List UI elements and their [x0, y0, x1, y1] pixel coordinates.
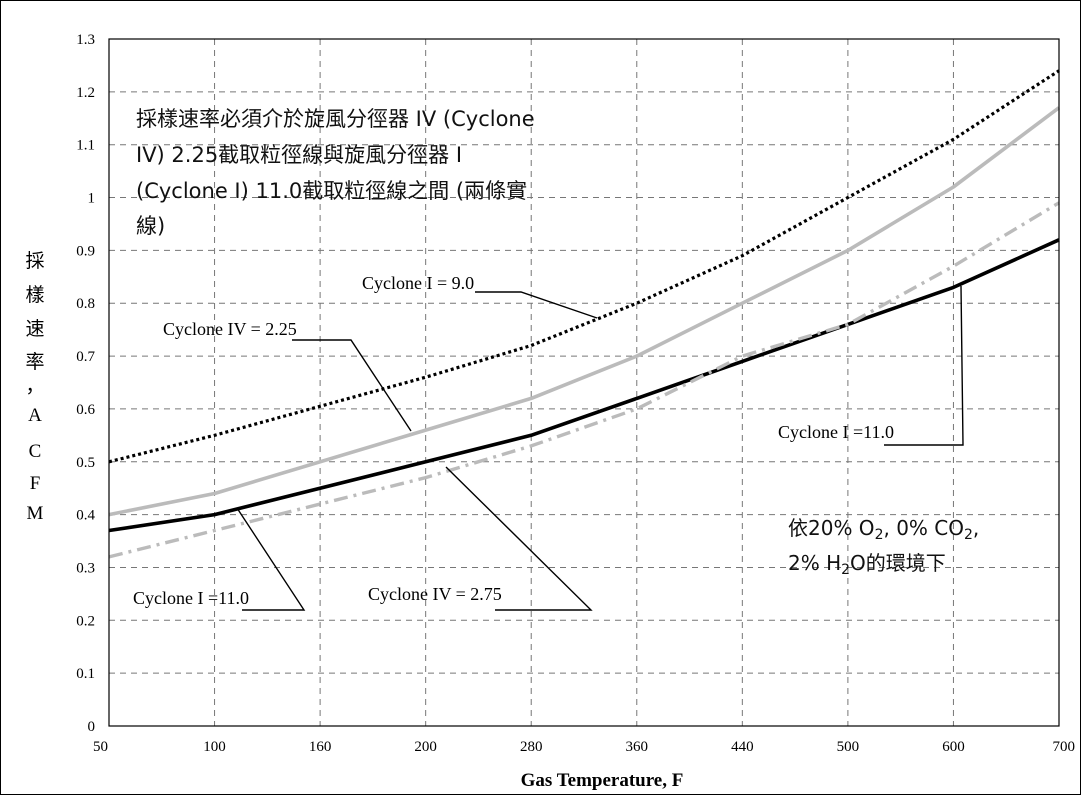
annotation-label-cyclone-i-11-left: Cyclone I =11.0 — [133, 588, 249, 608]
annotation-cyclone-i-11-right: Cyclone I =11.0 — [778, 285, 964, 446]
y-axis-label-char: A — [28, 405, 42, 426]
y-axis-label-char: ， — [25, 375, 44, 397]
leader-line-cyclone-iv-225 — [292, 339, 412, 432]
x-tick-label: 500 — [837, 739, 860, 755]
y-tick-label: 0.4 — [76, 508, 95, 524]
leader-line-cyclone-i-11-left — [236, 507, 306, 611]
series-line-2 — [108, 106, 1061, 517]
note-top-line-1: 採樣速率必須介於旋風分徑器 IV (Cyclone — [136, 107, 535, 131]
annotation-label-cyclone-i-11-right: Cyclone I =11.0 — [778, 422, 894, 442]
x-tick-label: 360 — [626, 739, 649, 755]
note-bottom: 依20% O2, 0% CO2, 2% H2O的環境下 — [788, 516, 979, 578]
leader-line-cyclone-i-11-right — [884, 285, 964, 446]
y-tick-label: 0.5 — [76, 455, 95, 471]
series-layer — [108, 69, 1061, 559]
note-top-line-2: IV) 2.25截取粒徑線與旋風分徑器 I — [136, 143, 462, 167]
note-bottom-line-2: 2% H2O的環境下 — [788, 551, 946, 578]
y-axis-label-char: M — [27, 503, 44, 524]
annotation-label-cyclone-i-9: Cyclone I = 9.0 — [362, 273, 474, 293]
y-axis-label-char: C — [29, 441, 42, 462]
y-tick-label: 0.6 — [76, 402, 95, 418]
leader-line-cyclone-iv-275 — [445, 466, 593, 611]
x-tick-label: 280 — [520, 739, 543, 755]
grid-layer — [109, 39, 1059, 726]
y-axis-label-char: F — [30, 473, 41, 494]
note-bottom-line-1-sub-2: 2 — [964, 527, 973, 543]
y-tick-label: 0.8 — [76, 296, 95, 312]
note-top-line-4: 線) — [136, 214, 165, 238]
note-top-line-3: (Cyclone I) 11.0截取粒徑線之間 (兩條實 — [136, 179, 527, 203]
x-tick-label: 700 — [1053, 739, 1076, 755]
leader-line-cyclone-i-9 — [475, 291, 598, 319]
y-axis-label-char: 速 — [25, 318, 44, 340]
note-bottom-line-1-part-c: , — [973, 516, 979, 540]
x-tick-label: 160 — [309, 739, 332, 755]
y-axis-label-char: 採 — [25, 250, 44, 272]
note-bottom-line-1-part-b: , 0% CO — [883, 516, 964, 540]
annotation-cyclone-iv-275: Cyclone IV = 2.75 — [368, 466, 593, 611]
y-tick-label: 0.1 — [76, 666, 95, 682]
y-tick-label: 0 — [88, 719, 96, 735]
y-tick-label: 1.1 — [76, 138, 95, 154]
note-bottom-line-2-part-b: O的環境下 — [850, 551, 946, 575]
x-tick-label: 50 — [93, 739, 108, 755]
y-tick-label: 0.2 — [76, 613, 95, 629]
series-line-4 — [108, 201, 1060, 559]
note-bottom-line-1-part-a: 依20% O — [788, 516, 875, 540]
annotation-cyclone-i-9: Cyclone I = 9.0 — [362, 273, 598, 319]
x-tick-label: 600 — [942, 739, 965, 755]
x-axis-label: Gas Temperature, F — [521, 770, 684, 791]
note-bottom-line-2-sub: 2 — [841, 562, 850, 578]
x-tick-labels: 50 100 160 200 280 360 440 500 600 700 — [93, 739, 1075, 755]
annotation-cyclone-i-11-left: Cyclone I =11.0 — [133, 507, 306, 611]
x-tick-label: 100 — [203, 739, 226, 755]
note-top: 採樣速率必須介於旋風分徑器 IV (Cyclone IV) 2.25截取粒徑線與… — [136, 107, 535, 238]
annotation-cyclone-iv-225: Cyclone IV = 2.25 — [163, 319, 412, 432]
y-axis-label-char: 率 — [25, 351, 44, 373]
y-axis-label-char: 樣 — [25, 284, 44, 306]
y-tick-label: 1.2 — [76, 85, 95, 101]
note-bottom-line-2-part-a: 2% H — [788, 551, 841, 575]
annotation-label-cyclone-iv-275: Cyclone IV = 2.75 — [368, 584, 502, 604]
y-tick-label: 0.3 — [76, 560, 95, 576]
series-line-3 — [108, 238, 1060, 533]
y-tick-label: 1.3 — [76, 32, 95, 48]
note-bottom-line-1: 依20% O2, 0% CO2, — [788, 516, 979, 543]
y-tick-label: 0.9 — [76, 243, 95, 259]
x-tick-label: 440 — [731, 739, 754, 755]
plot-area-border — [108, 38, 1060, 727]
y-tick-label: 1 — [88, 191, 96, 207]
series-line-1 — [108, 69, 1060, 464]
note-bottom-line-1-sub-1: 2 — [875, 527, 884, 543]
y-tick-labels: 0 0.1 0.2 0.3 0.4 0.5 0.6 0.7 0.8 0.9 1 1.1 1.2 1.3 — [76, 32, 95, 735]
x-tick-label: 200 — [414, 739, 437, 755]
y-tick-label: 0.7 — [76, 349, 95, 365]
annotation-label-cyclone-iv-225: Cyclone IV = 2.25 — [163, 319, 297, 339]
